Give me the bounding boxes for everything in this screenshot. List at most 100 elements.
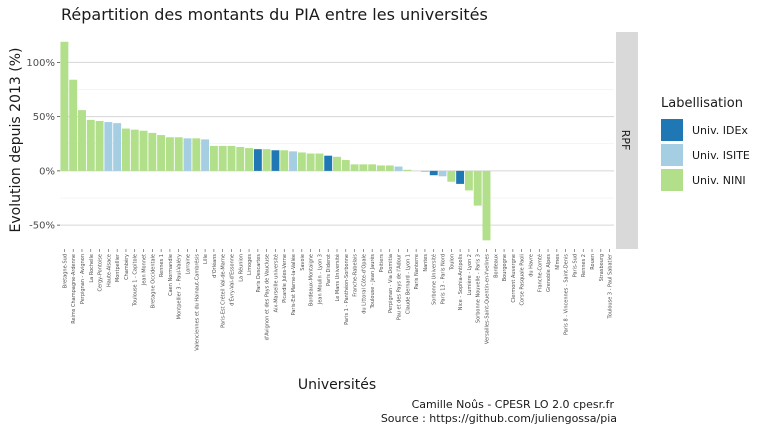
legend-title: Labellisation [661, 96, 743, 111]
x-tick-label: Lorraine [186, 254, 192, 274]
bar [464, 170, 473, 191]
legend-swatch [661, 169, 683, 191]
x-tick-label: Paris 8 - Vincennes - Saint-Denis [564, 254, 570, 335]
bar [183, 138, 192, 171]
bar [245, 148, 254, 171]
bar [209, 145, 218, 171]
facet-strip: RPF [616, 32, 638, 249]
bar [78, 110, 86, 171]
bar [420, 170, 429, 172]
bar [438, 170, 447, 177]
x-tick-label: Reims Champagne-Ardenne [71, 254, 77, 324]
x-tick-label: Franche-Comté [536, 254, 543, 292]
bar [359, 164, 368, 171]
x-tick-label: La Rochelle [89, 254, 95, 283]
legend-swatch [661, 119, 683, 141]
x-tick-label: Nice - Sophia-Antipolis [458, 254, 464, 311]
x-tick-label: Toulouse 3 - Paul Sabatier [608, 253, 614, 319]
bar [341, 160, 350, 171]
x-tick-label: Claude Bernard - Lyon 1 [405, 254, 411, 314]
legend-label: Univ. ISITE [692, 149, 750, 162]
x-axis: Bretagne-Sud Reims Champagne-Ardenne Perpi… [62, 249, 614, 351]
gridlines [60, 61, 614, 226]
bar [130, 129, 139, 171]
x-tick-label: Jean Monnet [142, 254, 148, 286]
bar [377, 165, 385, 171]
x-tick-label: Paris Descartes [256, 254, 262, 293]
x-tick-label: Bordeaux-Montaigne [309, 254, 315, 306]
bar [165, 137, 174, 171]
x-tick-label: Sorbonne Université [431, 254, 438, 305]
x-tick-label: Nantes [423, 254, 429, 272]
plot-panel [60, 32, 614, 249]
x-tick-label: Lille [203, 254, 209, 264]
y-tick-label: 50% [33, 112, 55, 123]
bar [227, 145, 236, 171]
legend-swatch [661, 144, 683, 166]
x-tick-label: Paris-Est Créteil Val-de-Marne [220, 254, 227, 328]
y-tick-label: -50% [29, 221, 55, 232]
x-tick-label: Corse Pasquale Paoli [520, 254, 526, 306]
x-tick-label: Pau et des Pays de l'Adour [397, 253, 403, 320]
x-tick-label: Paris 1 - Panthéon-Sorbonne [343, 254, 350, 325]
bar [236, 147, 245, 171]
bar [482, 170, 491, 241]
x-tick-label: Nîmes [554, 254, 561, 270]
x-tick-label: Clermont Auvergne [511, 254, 517, 303]
bar [297, 152, 306, 171]
bar [350, 164, 359, 171]
x-tick-label: Valenciennes et du Hainaut-Cambrésis [193, 254, 200, 351]
bar [121, 128, 130, 171]
bar [148, 132, 157, 171]
bar [394, 166, 403, 171]
x-tick-label: d'Évry-Val-d'Essonne [227, 254, 235, 306]
bar [368, 164, 377, 171]
bar [174, 137, 183, 171]
x-tick-label: Versailles-Saint-Quentin-en-Yvelines [484, 254, 490, 344]
x-tick-label: Bretagne Occidentale [150, 254, 156, 308]
x-tick-label: Grenoble Alpes [546, 254, 552, 292]
x-tick-label: Sorbonne Nouvelle - Paris 3 [476, 254, 482, 323]
bar [104, 122, 113, 171]
x-tick-label: Lumière - Lyon 2 [466, 254, 473, 296]
x-tick-label: La Réunion [237, 254, 244, 282]
bar [113, 123, 122, 171]
y-axis: -50% 0% 50% 100% [26, 58, 60, 232]
x-tick-label: du Littoral Côte-d'Opale [360, 254, 367, 314]
bar [253, 149, 262, 171]
bar [473, 170, 482, 206]
x-tick-label: Strasbourg [599, 254, 605, 281]
x-tick-label: Aix-Marseille université [272, 254, 279, 312]
x-tick-label: Poitiers [379, 254, 385, 273]
x-tick-label: Paris 13 - Paris Nord [441, 254, 447, 304]
chart-title: Répartition des montants du PIA entre le… [61, 5, 488, 24]
x-tick-label: Perpignan - Avignon [80, 254, 86, 304]
x-tick-label: Limoges [247, 254, 253, 275]
x-tick-label: Paris Diderot [326, 254, 332, 286]
caption-line-1: Camille Noûs - CPESR LO 2.0 cpesr.fr [412, 398, 615, 411]
x-axis-title: Universités [298, 377, 376, 393]
y-axis-title: Evolution depuis 2013 (%) [8, 48, 24, 233]
x-tick-label: Paris-Est Marne-la-Vallée [290, 254, 297, 315]
legend-label: Univ. IDEx [692, 124, 748, 137]
x-tick-label: Paris Nanterre [414, 254, 420, 290]
x-tick-label: Paris-Sud [572, 254, 578, 277]
x-tick-label: Toulouse - Jean Jaurès [369, 254, 376, 310]
bar [60, 41, 69, 171]
x-tick-label: Toulouse 1 - Capitole [133, 254, 139, 307]
x-tick-label: Rennes 2 [581, 254, 587, 277]
x-tick-label: Bretagne-Sud [62, 254, 68, 288]
bar [139, 130, 148, 171]
x-tick-label: Le Mans Université [334, 254, 341, 301]
x-tick-label: Bordeaux [493, 254, 499, 278]
bar [280, 150, 289, 171]
bar [86, 119, 95, 171]
y-tick-label: 0% [39, 166, 55, 177]
x-tick-label: Chambéry [123, 254, 130, 280]
legend: Labellisation Univ. IDEx Univ. ISITE Univ.… [661, 96, 750, 191]
bar [385, 165, 394, 171]
x-tick-label: Picardie Jules-Verne [282, 254, 288, 303]
x-tick-label: d'Orléans [211, 254, 218, 278]
x-tick-label: Cergy-Pontoise [98, 254, 104, 292]
